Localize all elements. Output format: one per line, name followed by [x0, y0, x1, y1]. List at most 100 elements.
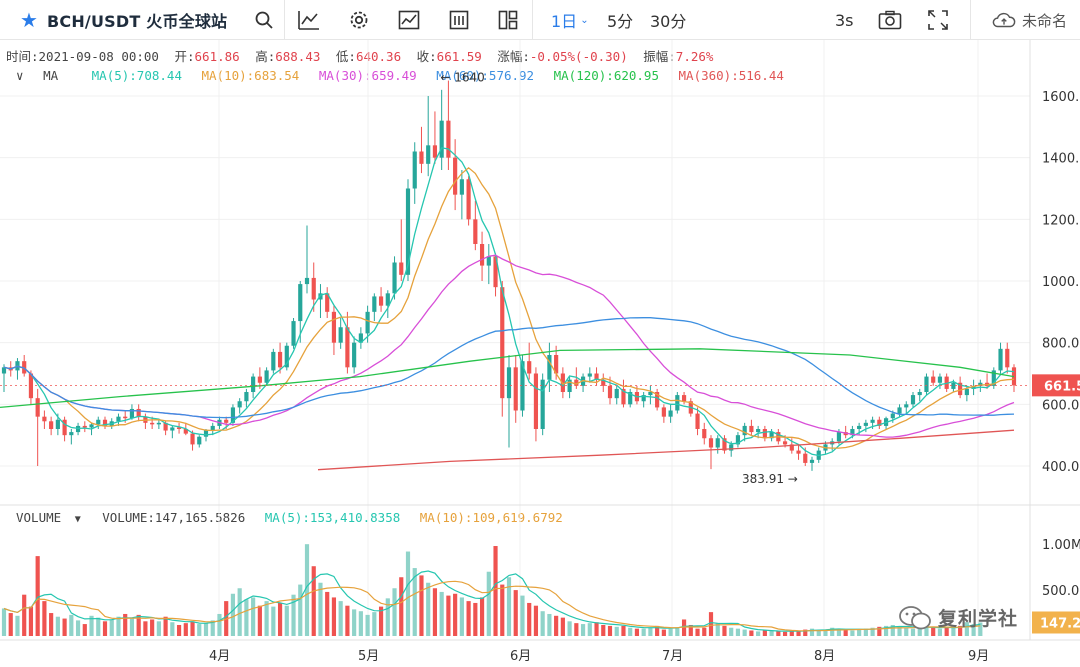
price-tick-label: 1400.00	[1042, 152, 1080, 167]
volume-bar	[567, 621, 572, 636]
volume-bar	[197, 624, 202, 636]
volume-bar	[271, 606, 276, 636]
refresh-interval[interactable]: 3s	[835, 10, 854, 30]
volume-bar	[96, 617, 101, 636]
volume-bar	[722, 625, 727, 636]
candle-body	[937, 376, 943, 383]
search-icon[interactable]	[252, 0, 276, 40]
volume-bar	[681, 619, 687, 636]
period-30m[interactable]: 30分	[650, 12, 687, 31]
candle-body	[203, 430, 209, 437]
volume-bar	[688, 624, 693, 636]
volume-bar	[473, 602, 478, 636]
volume-bar	[796, 630, 801, 636]
volume-bar	[554, 615, 559, 636]
volume-bar	[655, 625, 660, 636]
candle-body	[257, 376, 262, 383]
symbol-title[interactable]: BCH/USDT 火币全球站	[47, 12, 228, 31]
volume-bar	[782, 631, 788, 636]
candle-body	[789, 444, 794, 451]
volume-bar	[641, 628, 646, 636]
volume-bar	[850, 630, 855, 636]
camera-icon[interactable]	[878, 0, 902, 40]
candle-body	[183, 429, 188, 434]
candle-body	[277, 351, 283, 368]
candle-body	[735, 435, 741, 445]
candle-body	[331, 311, 337, 343]
candle-body	[991, 370, 996, 386]
layout-icon[interactable]	[496, 0, 520, 40]
candle-body	[554, 355, 559, 374]
candle-body	[910, 395, 916, 405]
candle-body	[742, 425, 747, 436]
volume-bar	[338, 601, 343, 636]
candle-body	[42, 416, 47, 422]
ma-legend: ∨ MA MA(5):708.44 MA(10):683.54 MA(30):6…	[16, 68, 784, 83]
volume-bar	[62, 618, 67, 636]
template-icon[interactable]	[447, 0, 471, 40]
favorite-star-icon[interactable]: ★	[20, 8, 38, 32]
period-5m[interactable]: 5分	[607, 12, 634, 31]
cloud-save-button[interactable]: 未命名	[992, 0, 1067, 40]
volume-tick-label: 500.00K	[1042, 584, 1080, 599]
candle-body	[769, 432, 774, 439]
ma-line-60	[3, 317, 1015, 419]
volume-bar	[156, 621, 161, 636]
month-tick-label: 4月	[209, 649, 230, 664]
volume-bar	[358, 611, 363, 636]
candle-body	[971, 385, 976, 389]
wechat-icon	[899, 605, 931, 629]
candle-body	[89, 424, 94, 428]
volume-bar	[897, 626, 902, 636]
collapse-chevron-icon[interactable]: ∨	[16, 68, 24, 83]
volume-legend: VOLUME ▼ VOLUME:147,165.5826 MA(5):153,4…	[16, 510, 563, 525]
candle-body	[156, 422, 161, 425]
volume-bar	[836, 628, 842, 636]
candle-body	[163, 422, 168, 431]
candle-body	[796, 450, 801, 454]
candle-body	[661, 407, 666, 417]
fullscreen-icon[interactable]	[926, 0, 950, 40]
settings-gear-icon[interactable]	[347, 0, 371, 40]
volume-bar	[648, 627, 653, 636]
candle-body	[62, 419, 67, 436]
candle-body	[527, 361, 532, 374]
volume-bar	[412, 568, 417, 636]
volume-bar	[170, 622, 175, 636]
watermark: 复利学社	[898, 604, 1018, 631]
period-1d[interactable]: 1日 ⌄	[551, 12, 589, 31]
candle-body	[924, 376, 929, 392]
candle-body	[338, 327, 343, 343]
volume-dropdown-icon[interactable]: ▼	[74, 514, 81, 525]
volume-bar	[964, 622, 969, 636]
volume-legend-item: VOLUME:147,165.5826	[102, 510, 246, 525]
candle-body	[251, 376, 256, 392]
candle-body	[897, 407, 902, 414]
volume-bar	[459, 597, 464, 636]
volume-bar	[601, 624, 606, 636]
candle-body	[870, 419, 875, 423]
volume-bar	[789, 631, 794, 636]
indicators-icon[interactable]	[297, 0, 321, 40]
volume-bar	[345, 605, 350, 636]
chart-style-icon[interactable]	[397, 0, 421, 40]
candle-body	[170, 427, 175, 431]
volume-bar	[55, 616, 60, 636]
volume-bar	[284, 605, 289, 636]
volume-bar	[857, 629, 862, 636]
candle-body	[809, 459, 815, 463]
volume-bar	[49, 613, 54, 636]
candle-body	[197, 436, 202, 445]
candle-body	[399, 262, 404, 275]
volume-bar	[749, 630, 754, 636]
price-tick-label: 1000.00	[1042, 275, 1080, 290]
volume-bar	[756, 631, 761, 636]
volume-bar	[917, 625, 922, 636]
candle-body	[917, 392, 922, 396]
volume-legend-item: MA(5):153,410.8358	[264, 510, 401, 525]
volume-bar	[143, 621, 148, 636]
candle-body	[264, 370, 269, 383]
volume-bar	[951, 626, 956, 636]
ohlc-legend: 时间:2021-09-08 00:00 开:661.86 高:688.43 低:…	[6, 49, 714, 64]
